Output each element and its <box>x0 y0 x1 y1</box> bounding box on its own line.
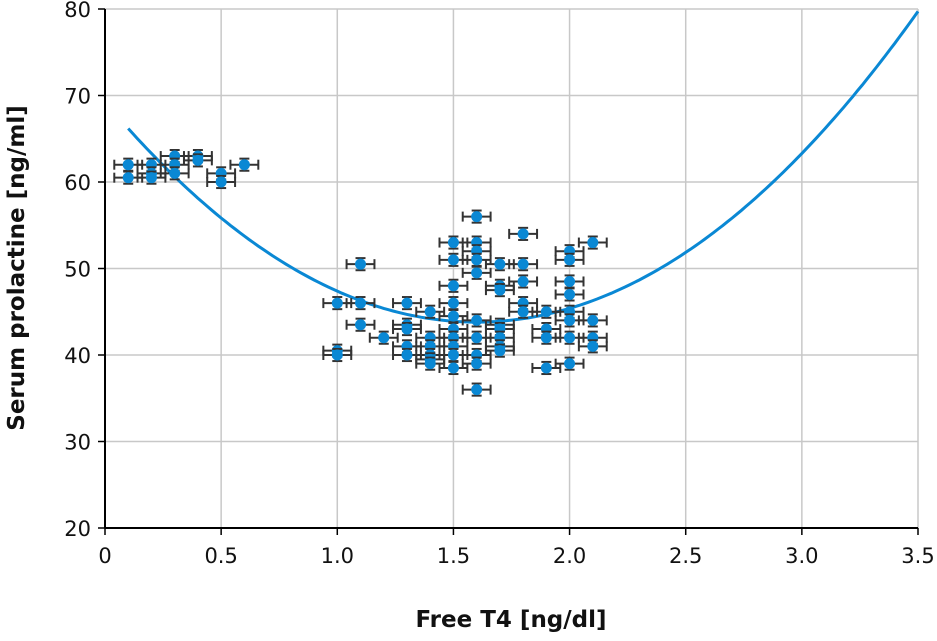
data-point <box>447 237 459 249</box>
data-point <box>471 358 483 370</box>
data-point <box>540 306 552 318</box>
x-tick-label: 3.5 <box>901 544 934 568</box>
data-point <box>471 254 483 266</box>
data-point <box>447 280 459 292</box>
data-point <box>331 297 343 309</box>
y-tick-label: 20 <box>64 517 91 541</box>
data-point <box>122 172 134 184</box>
data-point <box>447 310 459 322</box>
data-point <box>355 319 367 331</box>
data-point <box>587 237 599 249</box>
data-point <box>564 314 576 326</box>
data-point <box>331 349 343 361</box>
y-tick-label: 40 <box>64 344 91 368</box>
data-point <box>471 267 483 279</box>
x-tick-label: 2.0 <box>553 544 586 568</box>
data-point <box>471 384 483 396</box>
data-point <box>517 306 529 318</box>
tick-labels: 0 0.5 1.0 1.5 2.0 2.5 3.0 3.5 20 30 40 50 60 70 80 <box>64 0 934 568</box>
data-point <box>401 297 413 309</box>
data-point <box>145 172 157 184</box>
y-axis-label: Serum prolactine [ng/ml] <box>4 105 30 430</box>
x-tick-label: 1.5 <box>437 544 470 568</box>
x-tick-label: 0.5 <box>204 544 237 568</box>
data-point <box>587 314 599 326</box>
data-point <box>471 332 483 344</box>
data-point <box>564 275 576 287</box>
data-point <box>238 159 250 171</box>
y-tick-label: 80 <box>64 0 91 22</box>
data-point <box>564 332 576 344</box>
data-point <box>355 297 367 309</box>
y-tick-label: 30 <box>64 431 91 455</box>
data-point <box>494 258 506 270</box>
data-point <box>471 211 483 223</box>
data-point <box>355 258 367 270</box>
data-point <box>192 154 204 166</box>
x-axis-label: Free T4 [ng/dl] <box>415 607 606 633</box>
x-tick-label: 1.0 <box>321 544 354 568</box>
x-tick-label: 3.0 <box>785 544 818 568</box>
data-point <box>169 167 181 179</box>
data-points <box>113 148 608 397</box>
data-point <box>471 314 483 326</box>
data-point <box>215 176 227 188</box>
y-tick-label: 50 <box>64 258 91 282</box>
data-point <box>517 228 529 240</box>
data-point <box>122 159 134 171</box>
axes <box>98 8 919 535</box>
data-point <box>447 254 459 266</box>
data-point <box>424 306 436 318</box>
data-point <box>540 332 552 344</box>
data-point <box>424 358 436 370</box>
data-point <box>564 358 576 370</box>
data-point <box>401 349 413 361</box>
data-point <box>564 254 576 266</box>
data-point <box>587 340 599 352</box>
y-tick-label: 70 <box>64 85 91 109</box>
grid <box>105 8 919 528</box>
data-point <box>401 323 413 335</box>
y-tick-label: 60 <box>64 171 91 195</box>
data-point <box>564 288 576 300</box>
data-point <box>517 258 529 270</box>
data-point <box>378 332 390 344</box>
data-point <box>494 345 506 357</box>
data-point <box>540 362 552 374</box>
data-point <box>447 297 459 309</box>
data-point <box>447 349 459 361</box>
data-point <box>494 284 506 296</box>
x-tick-label: 0 <box>98 544 111 568</box>
data-point <box>447 362 459 374</box>
data-point <box>517 275 529 287</box>
x-tick-label: 2.5 <box>669 544 702 568</box>
